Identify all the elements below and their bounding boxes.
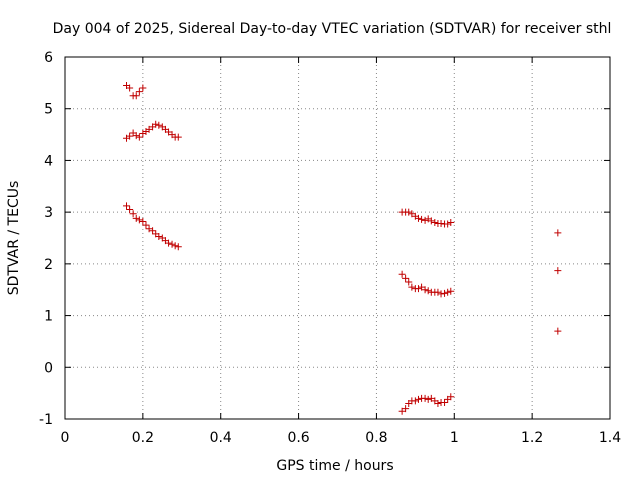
- data-point: [142, 221, 150, 229]
- x-tick-label: 1.4: [599, 430, 621, 446]
- data-point: [411, 397, 419, 405]
- data-point: [418, 215, 426, 223]
- y-tick-label: 0: [44, 360, 53, 376]
- y-axis-label: SDTVAR / TECUs: [6, 181, 22, 296]
- data-point: [408, 210, 416, 218]
- y-tick-label: 4: [44, 153, 53, 169]
- data-point: [434, 399, 442, 407]
- series-arc-6: [398, 393, 455, 415]
- data-point: [145, 225, 153, 233]
- x-tick-label: 0.2: [132, 430, 154, 446]
- data-point: [437, 220, 445, 228]
- data-point: [441, 398, 449, 406]
- data-point: [441, 289, 449, 297]
- data-point: [155, 232, 163, 240]
- series-isolated: [554, 229, 562, 335]
- y-tick-label: 6: [44, 50, 53, 66]
- data-point: [126, 132, 134, 140]
- data-point: [405, 208, 413, 216]
- data-point: [414, 214, 422, 222]
- data-point: [123, 202, 131, 210]
- data-point: [139, 217, 147, 225]
- data-point: [431, 218, 439, 226]
- data-point: [427, 217, 435, 225]
- data-point: [444, 220, 452, 228]
- x-tick-label: 0.8: [365, 430, 387, 446]
- data-point: [402, 405, 410, 413]
- data-point: [554, 267, 562, 275]
- x-tick-label: 1: [450, 430, 459, 446]
- data-point: [135, 133, 143, 141]
- data-point: [174, 133, 182, 141]
- data-point: [427, 394, 435, 402]
- data-point: [168, 240, 176, 248]
- data-point: [132, 132, 140, 140]
- data-points: [123, 81, 562, 415]
- data-point: [129, 210, 137, 218]
- data-point: [165, 239, 173, 247]
- grid: [65, 57, 610, 419]
- data-point: [132, 92, 140, 100]
- x-axis-label: GPS time / hours: [276, 458, 393, 474]
- data-point: [408, 283, 416, 291]
- axis-ticks: [64, 56, 611, 420]
- y-tick-label: -1: [39, 412, 53, 428]
- data-point: [421, 286, 429, 294]
- data-point: [447, 218, 455, 226]
- x-tick-label: 1.2: [521, 430, 543, 446]
- data-point: [398, 270, 406, 278]
- data-point: [398, 407, 406, 415]
- plot-frame: [64, 56, 611, 420]
- y-tick-label: 2: [44, 257, 53, 273]
- data-point: [165, 128, 173, 136]
- series-arc-1: [123, 81, 147, 100]
- data-point: [421, 394, 429, 402]
- data-point: [424, 395, 432, 403]
- data-point: [155, 121, 163, 129]
- data-point: [554, 229, 562, 237]
- data-point: [554, 327, 562, 335]
- data-point: [424, 287, 432, 295]
- tick-labels: 0 0.2 0.4 0.6 0.8 1 1.2 1.4 -1 0 1 2 3 4 5 6: [39, 50, 621, 446]
- series-arc-5: [398, 270, 455, 298]
- y-tick-label: 5: [44, 102, 53, 118]
- data-point: [414, 285, 422, 293]
- data-point: [421, 216, 429, 224]
- chart-title: Day 004 of 2025, Sidereal Day-to-day VTE…: [53, 21, 612, 37]
- y-tick-label: 1: [44, 309, 53, 325]
- data-point: [135, 88, 143, 96]
- data-point: [434, 288, 442, 296]
- data-point: [145, 125, 153, 133]
- data-point: [174, 243, 182, 251]
- data-point: [132, 214, 140, 222]
- x-tick-label: 0.6: [287, 430, 309, 446]
- data-point: [149, 227, 157, 235]
- data-point: [139, 84, 147, 92]
- data-point: [447, 393, 455, 401]
- data-point: [418, 283, 426, 291]
- data-point: [437, 290, 445, 298]
- data-point: [414, 395, 422, 403]
- data-point: [126, 206, 134, 214]
- x-tick-label: 0.4: [210, 430, 232, 446]
- y-tick-label: 3: [44, 205, 53, 221]
- data-point: [171, 242, 179, 250]
- data-point: [447, 287, 455, 295]
- data-point: [126, 84, 134, 92]
- series-arc-2: [123, 120, 182, 142]
- data-point: [402, 274, 410, 282]
- series-arc-3: [123, 202, 182, 251]
- data-point: [135, 216, 143, 224]
- data-point: [405, 278, 413, 286]
- data-point: [152, 120, 160, 128]
- data-point: [444, 288, 452, 296]
- x-tick-label: 0: [61, 430, 70, 446]
- series-arc-4: [398, 208, 455, 228]
